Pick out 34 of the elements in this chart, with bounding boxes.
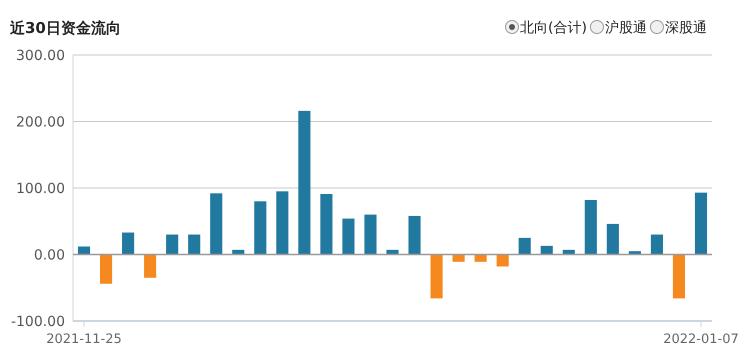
text: 北向(合计) <box>520 20 587 36</box>
bar <box>320 194 332 254</box>
bar <box>518 238 531 254</box>
y-tick-label: 0.00 <box>34 248 65 264</box>
y-tick-label: -100.00 <box>10 314 65 330</box>
bar <box>540 246 553 254</box>
y-tick-label: 100.00 <box>16 181 65 197</box>
bar <box>188 234 200 254</box>
bar <box>342 218 354 254</box>
bar <box>496 254 509 266</box>
chart-title: 近30日资金流向 <box>9 19 121 37</box>
y-tick-label: 300.00 <box>16 48 65 64</box>
x-tick-label: 2022-01-07 <box>663 332 739 347</box>
bar <box>254 201 266 254</box>
bar <box>144 254 156 278</box>
bar <box>694 192 708 254</box>
bar <box>78 246 90 254</box>
bar <box>584 200 597 254</box>
bar <box>298 110 310 254</box>
bar <box>100 254 112 284</box>
bar <box>364 214 377 254</box>
bar <box>276 191 288 254</box>
bar <box>210 193 222 254</box>
text: 深股通 <box>664 20 707 36</box>
y-tick-label: 200.00 <box>16 114 65 130</box>
bar <box>650 234 663 254</box>
x-tick-label: 2021-11-25 <box>46 332 122 347</box>
text: 沪股通 <box>604 20 647 36</box>
bar <box>430 254 443 298</box>
bar <box>408 216 421 254</box>
bar <box>672 254 686 298</box>
bar <box>606 224 619 254</box>
bar <box>166 234 178 254</box>
bar <box>122 232 134 254</box>
